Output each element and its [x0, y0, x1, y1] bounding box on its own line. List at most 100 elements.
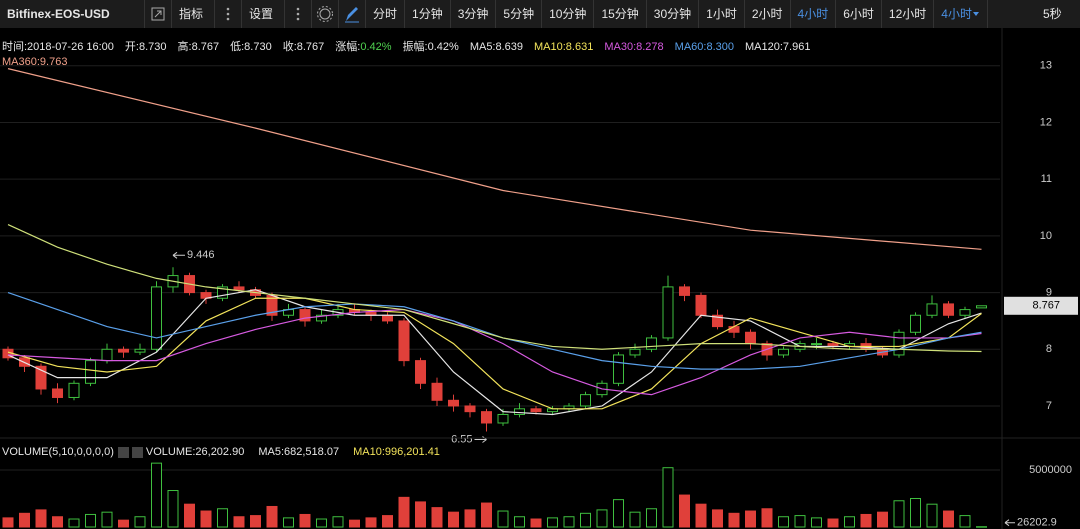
- candle-body: [778, 348, 789, 356]
- volume-bar: [943, 510, 954, 528]
- volume-bar: [745, 510, 756, 528]
- volume-bar: [547, 517, 558, 528]
- icon-button[interactable]: [215, 0, 242, 28]
- toolbar-button[interactable]: 指标: [172, 0, 215, 28]
- volume-bar: [233, 516, 245, 528]
- y-tick-label: 12: [1040, 116, 1052, 128]
- volume-bar: [2, 517, 14, 528]
- period-button[interactable]: 10分钟: [542, 0, 595, 28]
- icon-button[interactable]: [312, 0, 339, 28]
- candle-body: [530, 408, 542, 413]
- period-button[interactable]: 5分钟: [496, 0, 543, 28]
- info-item: 高:8.767: [178, 41, 220, 53]
- period-button[interactable]: 12小时: [882, 0, 935, 28]
- candle-body: [926, 303, 938, 316]
- icon-button[interactable]: [339, 0, 366, 28]
- period-button[interactable]: 1小时: [699, 0, 745, 28]
- icon: [317, 6, 333, 22]
- volume-bar: [811, 517, 822, 528]
- volume-bar: [563, 516, 575, 528]
- volume-bar: [728, 512, 740, 528]
- info-text: MA5:8.639: [469, 41, 524, 53]
- volume-bar: [184, 503, 195, 528]
- volume-info-text: VOLUME(5,10,0,0,0,0): [2, 446, 114, 458]
- period-button[interactable]: 1分钟: [405, 0, 451, 28]
- symbol[interactable]: Bitfinex-EOS-USD: [0, 0, 145, 28]
- info-item: MA30:8.278: [604, 41, 663, 53]
- candle-body: [134, 348, 146, 353]
- period-button[interactable]: 分时: [366, 0, 406, 28]
- volume-bar: [52, 516, 63, 528]
- volume-bar: [266, 505, 278, 528]
- icon: [151, 7, 165, 21]
- speed-button[interactable]: 5秒: [1043, 7, 1062, 21]
- volume-bar: [19, 512, 30, 528]
- info-item: 开:8.730: [125, 41, 167, 53]
- candle-body: [679, 286, 690, 296]
- volume-bar: [398, 496, 410, 528]
- volume-info-text: MA10:996,201.41: [353, 446, 440, 458]
- candle-body: [481, 411, 492, 424]
- icon-button[interactable]: [285, 0, 312, 28]
- y-tick-label: 10: [1040, 230, 1052, 242]
- period-button[interactable]: 2小时: [745, 0, 791, 28]
- info-text: 振幅:0.42%: [402, 41, 459, 53]
- candle-body: [464, 405, 476, 413]
- candle-body: [52, 388, 63, 398]
- volume-bar: [464, 509, 476, 528]
- volume-bar: [299, 513, 311, 528]
- volume-bar: [794, 515, 806, 528]
- volume-bar: [365, 517, 377, 528]
- candle-body: [382, 314, 393, 322]
- toolbar-button[interactable]: 设置: [242, 0, 285, 28]
- icon-button[interactable]: [145, 0, 172, 28]
- icon-button[interactable]: [117, 446, 129, 458]
- info-item: 时间:2018-07-26 16:00: [2, 41, 114, 53]
- price-label: 8.767: [1032, 300, 1060, 312]
- icon-button[interactable]: [131, 446, 143, 458]
- ma-line: [7, 223, 982, 353]
- volume-bar: [910, 497, 921, 528]
- volume-bar: [283, 517, 294, 528]
- volume-bar: [134, 516, 146, 528]
- y-tick-label: 7: [1046, 400, 1052, 412]
- volume-last-label: 26202.9: [1017, 517, 1057, 529]
- info-row: MA360:9.763: [2, 56, 78, 68]
- candle-body: [415, 360, 426, 384]
- caret: [972, 12, 979, 16]
- volume-bar: [646, 508, 657, 528]
- period-dropdown[interactable]: 4小时: [934, 0, 988, 28]
- candle-body: [910, 314, 921, 333]
- period-button[interactable]: 6小时: [836, 0, 882, 28]
- info-item: 低:8.730: [230, 41, 272, 53]
- volume-bar: [497, 510, 509, 528]
- annotation-arrow: [172, 251, 185, 259]
- candle-body: [695, 294, 707, 316]
- volume-bar: [629, 511, 641, 528]
- volume-bar: [316, 518, 327, 528]
- low-annotation: 6.55: [451, 433, 472, 445]
- volume-bar: [596, 509, 608, 528]
- period-button[interactable]: 4小时: [791, 0, 837, 28]
- volume-bar: [151, 462, 162, 528]
- volume-bar: [761, 508, 773, 528]
- candle-body: [316, 314, 327, 322]
- volume-bar: [662, 467, 674, 528]
- candle-body: [514, 408, 525, 415]
- candle-body: [728, 326, 740, 333]
- candle-body: [943, 303, 954, 316]
- candle-body: [398, 320, 410, 362]
- info-item: MA5:8.639: [470, 41, 523, 53]
- volume-bar: [448, 511, 459, 528]
- period-button[interactable]: 30分钟: [647, 0, 700, 28]
- candle-body: [151, 286, 162, 350]
- ma-line: [7, 297, 982, 410]
- y-tick-label: 8: [1046, 343, 1052, 355]
- volume-bar: [580, 512, 591, 528]
- period-button[interactable]: 3分钟: [451, 0, 497, 28]
- volume-bar: [514, 516, 525, 528]
- period-button[interactable]: 15分钟: [594, 0, 647, 28]
- candle-body: [233, 286, 245, 291]
- volume-bar: [85, 513, 96, 528]
